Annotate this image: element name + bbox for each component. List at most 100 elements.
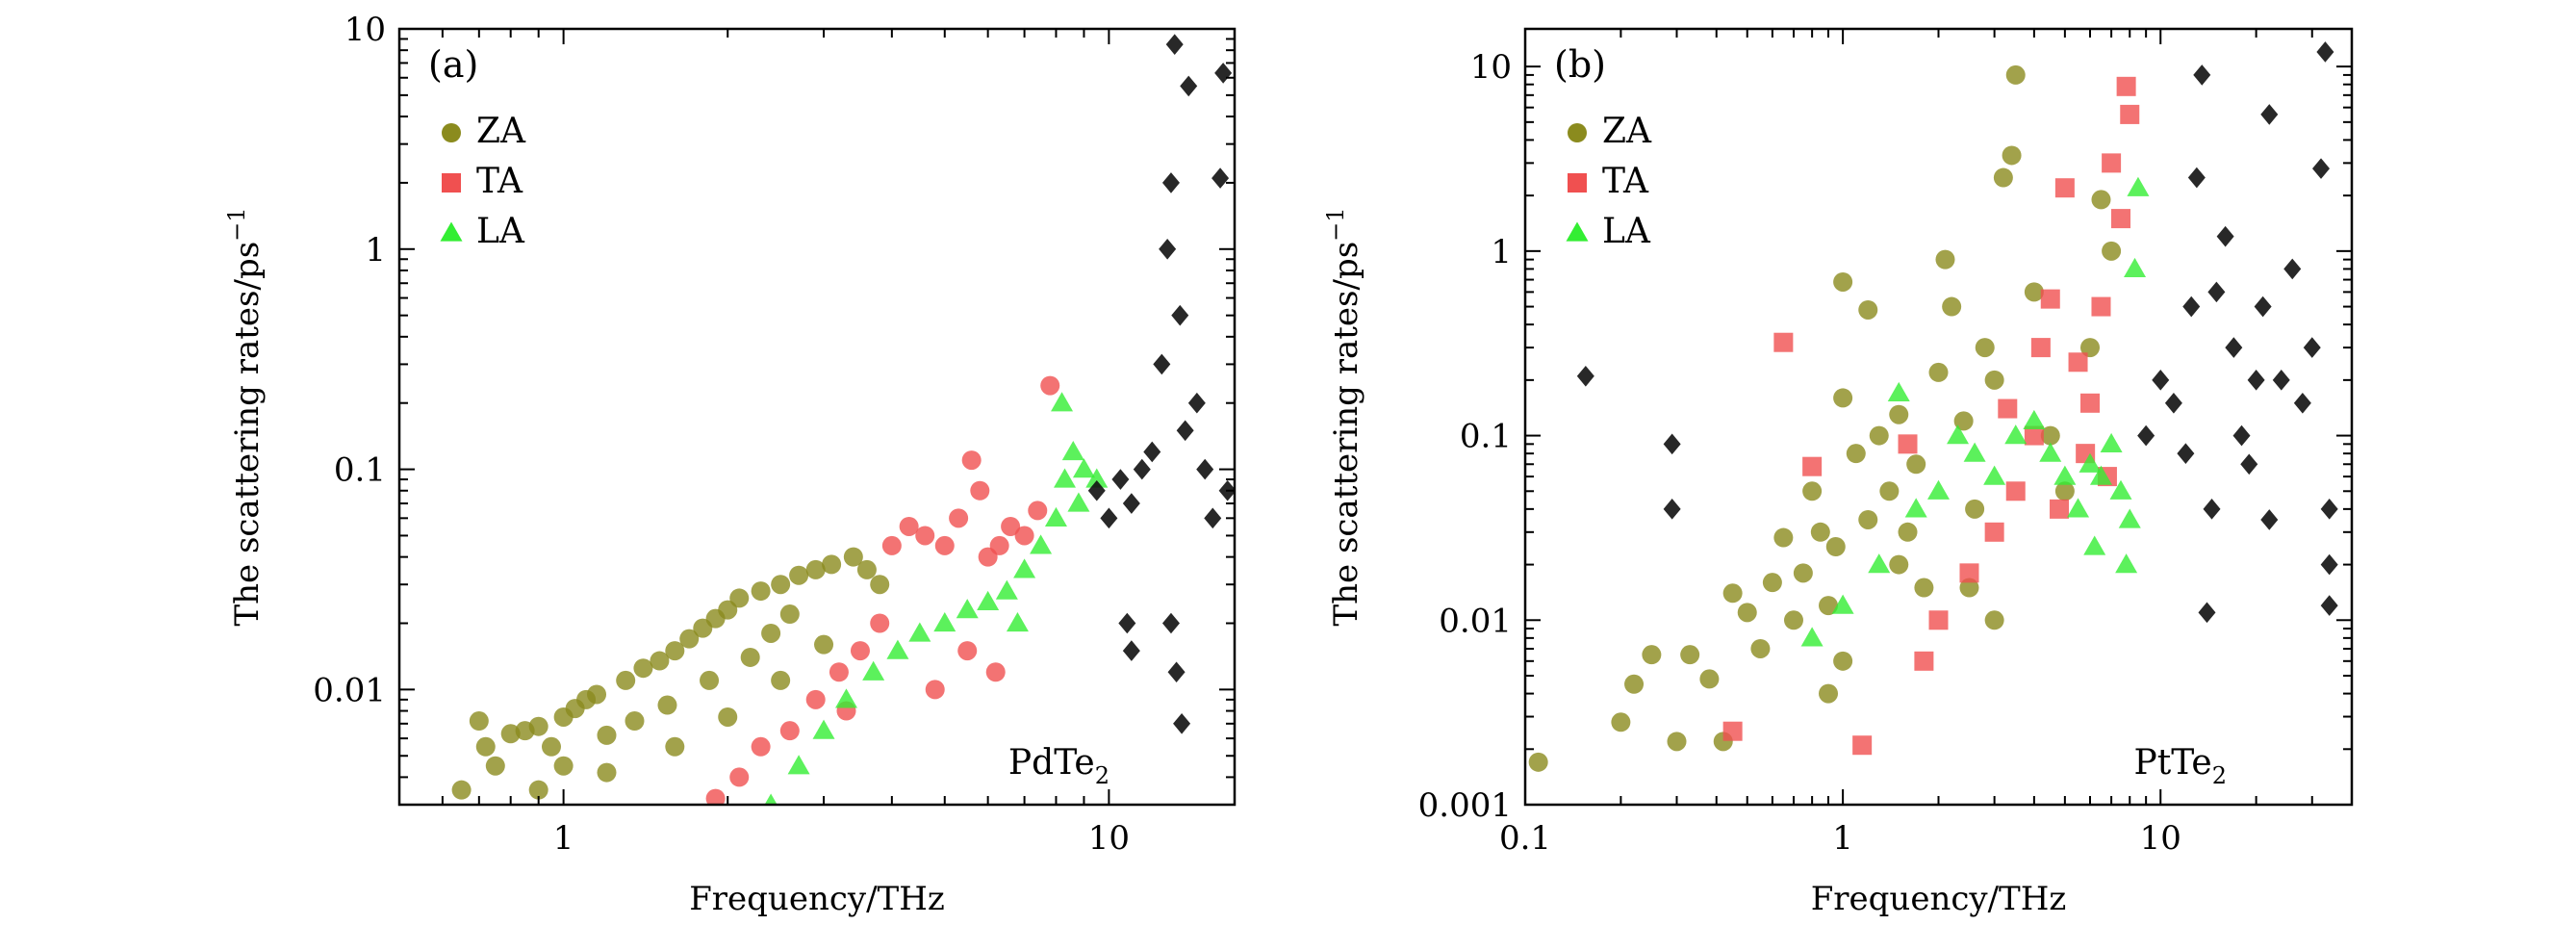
point-la-18 <box>1051 392 1074 412</box>
point-ta-24 <box>705 788 726 805</box>
point-ta-10 <box>934 535 955 555</box>
point-optical-29 <box>2320 595 2338 616</box>
point-la-16 <box>2100 432 2123 452</box>
point-optical-4 <box>2152 370 2170 391</box>
point-la-3 <box>834 688 857 708</box>
point-la-12 <box>1030 534 1053 554</box>
point-za-5 <box>1680 645 1700 665</box>
point-ta-22 <box>2050 499 2070 519</box>
point-za-13 <box>1783 610 1803 630</box>
point-za-10 <box>587 684 607 705</box>
point-za-50 <box>1984 610 2004 630</box>
point-optical-10 <box>1171 304 1189 326</box>
y-axis: 0.001 0.01 0.1 1 10 <box>1418 48 2352 825</box>
point-la-15 <box>2089 465 2112 485</box>
y-tick-label: 0.01 <box>313 671 386 709</box>
point-ta-15 <box>2080 393 2101 413</box>
point-za-20 <box>1833 271 1853 292</box>
point-optical-12 <box>2207 281 2226 303</box>
point-la-20 <box>2124 257 2147 278</box>
point-za-14 <box>633 658 653 679</box>
point-za-0 <box>469 711 489 732</box>
point-la-17 <box>1085 468 1109 488</box>
point-la-18 <box>2118 508 2141 528</box>
point-ta-17 <box>1014 526 1034 546</box>
point-ta-16 <box>1001 516 1021 536</box>
point-ta-12 <box>2040 289 2060 309</box>
point-za-12 <box>1773 527 1794 548</box>
point-la-10 <box>2023 409 2046 430</box>
point-za-41 <box>771 670 791 690</box>
panel-b: 0.1 1 10 0.001 0.01 0.1 1 10 Frequency/THz The sc… <box>1322 27 2354 918</box>
point-la-6 <box>1947 424 1970 445</box>
point-optical-17 <box>2247 370 2265 391</box>
point-optical-11 <box>1176 420 1194 442</box>
point-ta-5 <box>850 641 870 661</box>
x-axis-label: Frequency/THz <box>1811 880 2067 918</box>
point-optical-23 <box>2293 393 2311 414</box>
material-label: PtTe2 <box>2134 743 2228 789</box>
point-za-0 <box>1528 752 1548 772</box>
point-za-27 <box>1898 522 1918 542</box>
point-optical-20 <box>1167 661 1186 683</box>
legend-marker-za <box>1568 123 1587 142</box>
y-axis-label-superscript: −1 <box>223 207 250 241</box>
y-tick-label: 10 <box>1470 48 1512 87</box>
point-za-31 <box>1935 249 1955 270</box>
point-za-1 <box>475 736 496 757</box>
point-za-14 <box>1793 563 1813 583</box>
point-optical-22 <box>2283 258 2302 280</box>
point-optical-14 <box>2225 337 2243 358</box>
point-optical-13 <box>2216 225 2234 247</box>
point-ta-6 <box>1928 610 1949 630</box>
point-za-8 <box>1722 583 1743 604</box>
y-tick-label: 0.1 <box>334 451 386 490</box>
point-za-32 <box>1942 296 1962 317</box>
point-za-11 <box>597 725 617 745</box>
point-za-9 <box>1737 603 1757 623</box>
point-optical-10 <box>2198 602 2216 624</box>
point-la-13 <box>1044 506 1067 527</box>
point-za-44 <box>2091 190 2111 210</box>
point-za-40 <box>2024 282 2044 302</box>
point-la-12 <box>2053 465 2077 485</box>
point-optical-20 <box>2260 509 2279 530</box>
point-za-49 <box>1959 578 1979 598</box>
point-ta-23 <box>1998 398 2018 419</box>
legend-label-la: LA <box>1602 212 1651 251</box>
point-optical-11 <box>2203 499 2221 520</box>
y-axis-label-main: The scattering rates/ps <box>1327 242 1365 627</box>
point-za-3 <box>500 724 521 744</box>
legend-marker-ta <box>1568 173 1587 193</box>
point-la-17 <box>2109 479 2132 500</box>
point-optical-0 <box>1087 479 1106 501</box>
point-za-16 <box>657 695 677 715</box>
point-ta-4 <box>829 662 849 682</box>
point-za-23 <box>729 588 750 608</box>
point-la-14 <box>1054 468 1077 488</box>
point-optical-2 <box>1111 469 1130 490</box>
point-optical-2 <box>1663 499 1681 520</box>
point-optical-5 <box>2164 393 2182 414</box>
point-ta-8 <box>899 516 919 536</box>
point-ta-0 <box>729 767 750 787</box>
point-la-1 <box>1831 594 1854 614</box>
point-za-28 <box>1906 454 1926 475</box>
point-la-19 <box>2127 176 2150 196</box>
point-za-18 <box>1825 536 1846 556</box>
point-za-4 <box>1667 732 1687 752</box>
point-za-3 <box>1642 645 1662 665</box>
legend-label-la: LA <box>476 212 525 251</box>
legend-marker-za <box>442 123 461 142</box>
x-tick-label: 1 <box>553 819 574 858</box>
point-optical-9 <box>1165 34 1184 55</box>
point-optical-15 <box>2232 424 2251 447</box>
point-la-0 <box>1800 627 1824 647</box>
y-axis-label: The scattering rates/ps−1 <box>1322 207 1365 626</box>
point-ta-19 <box>1040 375 1060 396</box>
point-optical-26 <box>2316 41 2334 63</box>
point-za-21 <box>1846 444 1866 464</box>
point-la-8 <box>1983 465 2006 485</box>
point-la-10 <box>995 579 1018 600</box>
